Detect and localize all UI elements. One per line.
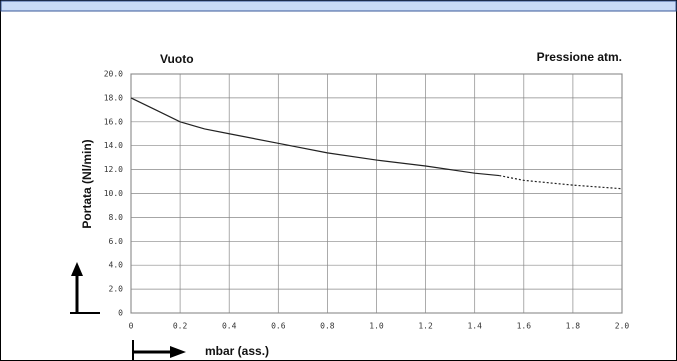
y-tick-label: 2.0 [109,285,124,294]
x-tick-label: 1.2 [418,322,433,331]
y-arrow [70,262,100,314]
series-line [499,174,623,190]
y-tick-label: 6.0 [109,237,124,246]
x-tick-label: 0.2 [173,322,188,331]
x-tick-label: 0.8 [320,322,335,331]
plot: 0 2.0 4.0 6.0 8.0 10.0 12.0 14.0 16.0 18.0 20.0 0 0.… [104,70,630,331]
x-tick-label: 0 [129,322,134,331]
x-tick-label: 1.6 [517,322,532,331]
x-tick-label: 0.6 [271,322,286,331]
y-tick-label: 4.0 [109,261,124,270]
y-tick-label: 16.0 [104,117,123,126]
title-left: Vuoto [160,52,194,66]
x-tick-label: 1.8 [566,322,581,331]
x-tick-label: 0.4 [222,322,237,331]
y-tick-label: 20.0 [104,70,123,79]
y-tick-label: 12.0 [104,165,123,174]
x-tick-label: 1.4 [467,322,482,331]
title-right: Pressione atm. [537,50,622,64]
y-tick-label: 18.0 [104,93,123,102]
y-tick-label: 14.0 [104,141,123,150]
y-tick-label: 10.0 [104,189,123,198]
x-arrow [132,340,186,361]
x-axis-label: mbar (ass.) [205,344,269,358]
y-tick-label: 8.0 [109,213,124,222]
x-tick-label: 2.0 [615,322,630,331]
y-axis-label: Portata (Nl/min) [80,139,94,228]
x-tick-label: 1.0 [369,322,384,331]
series-line [130,97,500,177]
header-bar [0,0,677,12]
y-tick-label: 0 [118,309,123,318]
